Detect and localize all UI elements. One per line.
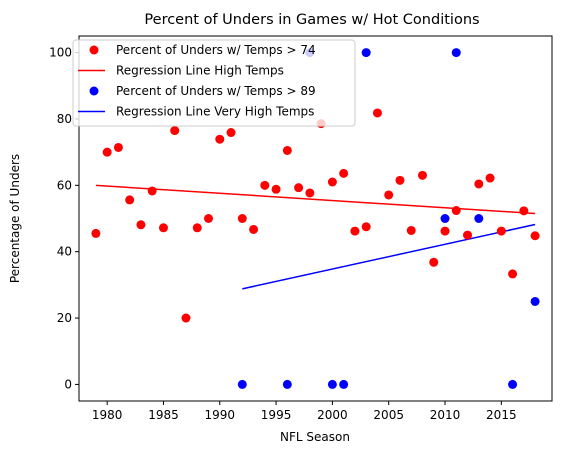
data-point [508, 380, 517, 389]
data-point [474, 179, 483, 188]
data-point [91, 229, 100, 238]
x-tick-label: 2000 [317, 408, 348, 422]
y-tick-label: 40 [57, 245, 72, 259]
y-tick-label: 100 [49, 46, 72, 60]
y-tick-label: 20 [57, 311, 72, 325]
data-point [362, 48, 371, 57]
data-point [429, 258, 438, 267]
x-tick-label: 1985 [148, 408, 179, 422]
x-tick-label: 1995 [261, 408, 292, 422]
data-point [339, 169, 348, 178]
data-point [238, 214, 247, 223]
x-tick-label: 1990 [205, 408, 236, 422]
x-tick-label: 2015 [486, 408, 517, 422]
data-point [373, 108, 382, 117]
legend: Percent of Unders w/ Temps > 74 Regressio… [73, 40, 355, 126]
data-point [193, 223, 202, 232]
y-tick-label: 80 [57, 112, 72, 126]
data-point [350, 227, 359, 236]
legend-entry-label: Regression Line Very High Temps [116, 105, 314, 119]
data-point [328, 178, 337, 187]
x-axis: 1980 1985 1990 1995 2000 2005 2010 2015 [92, 401, 517, 422]
x-axis-label: NFL Season [280, 430, 350, 444]
data-point [328, 380, 337, 389]
y-tick-label: 60 [57, 178, 72, 192]
data-point [339, 380, 348, 389]
data-point [407, 226, 416, 235]
regression-line [96, 185, 535, 213]
data-point [362, 222, 371, 231]
data-point [125, 195, 134, 204]
data-point [215, 135, 224, 144]
data-point [148, 186, 157, 195]
data-point [204, 214, 213, 223]
data-point [136, 220, 145, 229]
x-tick-label: 2005 [373, 408, 404, 422]
data-point [463, 231, 472, 240]
data-point [486, 174, 495, 183]
data-point [238, 380, 247, 389]
data-point [508, 269, 517, 278]
legend-marker [90, 46, 99, 55]
legend-entry-label: Percent of Unders w/ Temps > 89 [116, 84, 316, 98]
legend-entry-label: Regression Line High Temps [116, 64, 284, 78]
data-point [531, 231, 540, 240]
data-point [452, 48, 461, 57]
data-point [249, 225, 258, 234]
data-point [159, 223, 168, 232]
data-point [531, 297, 540, 306]
data-point [418, 171, 427, 180]
x-tick-label: 2010 [430, 408, 461, 422]
y-tick-label: 0 [64, 377, 72, 391]
y-axis-label: Percentage of Unders [8, 154, 22, 283]
data-point [441, 214, 450, 223]
data-point [294, 183, 303, 192]
legend-entry-label: Percent of Unders w/ Temps > 74 [116, 43, 316, 57]
data-point [305, 188, 314, 197]
data-point [272, 185, 281, 194]
data-point [181, 314, 190, 323]
data-point [395, 176, 404, 185]
data-point [283, 146, 292, 155]
data-point [227, 128, 236, 137]
data-point [260, 181, 269, 190]
x-tick-label: 1980 [92, 408, 123, 422]
data-point [103, 148, 112, 157]
data-point [283, 380, 292, 389]
data-point [474, 214, 483, 223]
legend-marker [90, 87, 99, 96]
chart-title: Percent of Unders in Games w/ Hot Condit… [144, 12, 479, 28]
data-point [114, 143, 123, 152]
data-point [170, 126, 179, 135]
data-point [441, 227, 450, 236]
data-point [384, 190, 393, 199]
data-point [497, 227, 506, 236]
data-point [452, 206, 461, 215]
data-point [519, 206, 528, 215]
regression-line [242, 224, 535, 288]
